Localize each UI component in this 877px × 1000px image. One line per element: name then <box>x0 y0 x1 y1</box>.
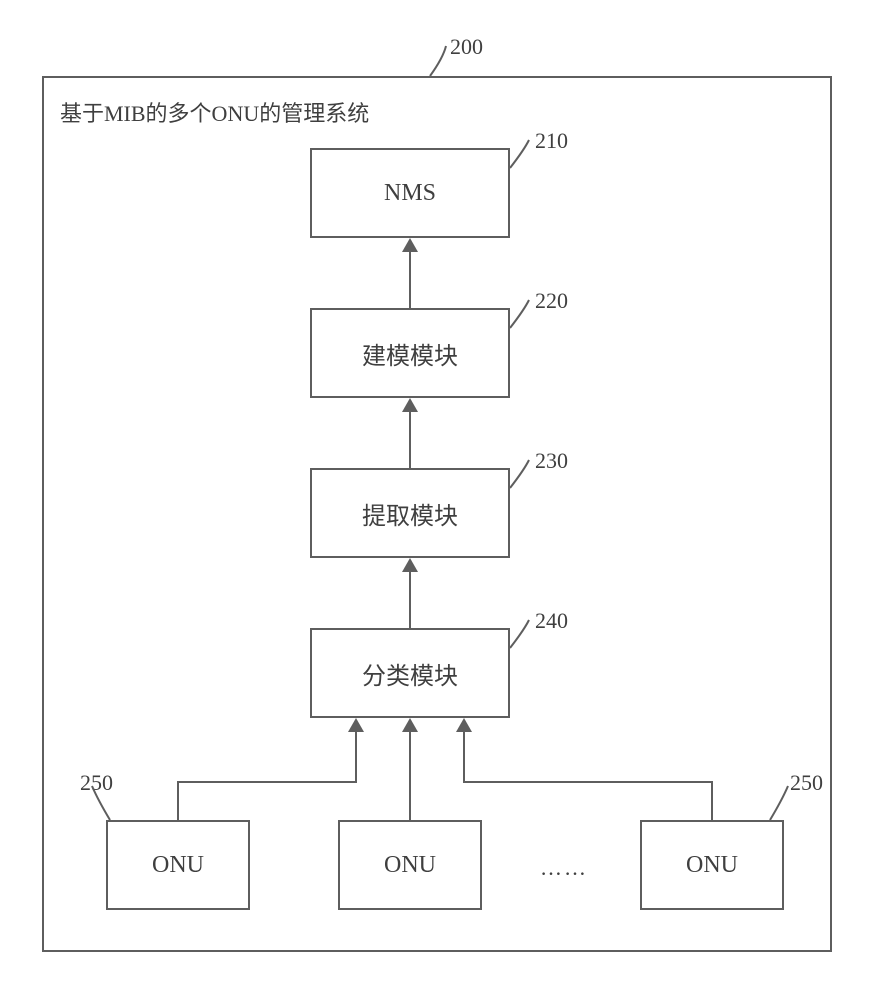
ref-number-230: 230 <box>535 448 568 474</box>
ref-number-210: 210 <box>535 128 568 154</box>
node-classify-module: 分类模块 <box>310 628 510 718</box>
node-extract-module: 提取模块 <box>310 468 510 558</box>
system-title: 基于MIB的多个ONU的管理系统 <box>60 96 369 128</box>
system-ref-number: 200 <box>450 34 483 60</box>
node-extract-label: 提取模块 <box>362 496 458 531</box>
node-onu2-label: ONU <box>384 852 436 879</box>
node-onu3-label: ONU <box>686 852 738 879</box>
node-classify-label: 分类模块 <box>362 656 458 691</box>
node-onu1-label: ONU <box>152 852 204 879</box>
ref-number-250-right: 250 <box>790 770 823 796</box>
node-nms-label: NMS <box>384 180 436 207</box>
ref-number-250-left: 250 <box>80 770 113 796</box>
node-modeling-module: 建模模块 <box>310 308 510 398</box>
ref-number-240: 240 <box>535 608 568 634</box>
ref-number-220: 220 <box>535 288 568 314</box>
node-model-label: 建模模块 <box>362 336 458 371</box>
node-onu-2: ONU <box>338 820 482 910</box>
diagram-canvas: 基于MIB的多个ONU的管理系统 200 NMS 建模模块 提取模块 分类模块 … <box>0 0 877 1000</box>
ellipsis: …… <box>540 855 588 881</box>
node-nms: NMS <box>310 148 510 238</box>
node-onu-1: ONU <box>106 820 250 910</box>
node-onu-3: ONU <box>640 820 784 910</box>
